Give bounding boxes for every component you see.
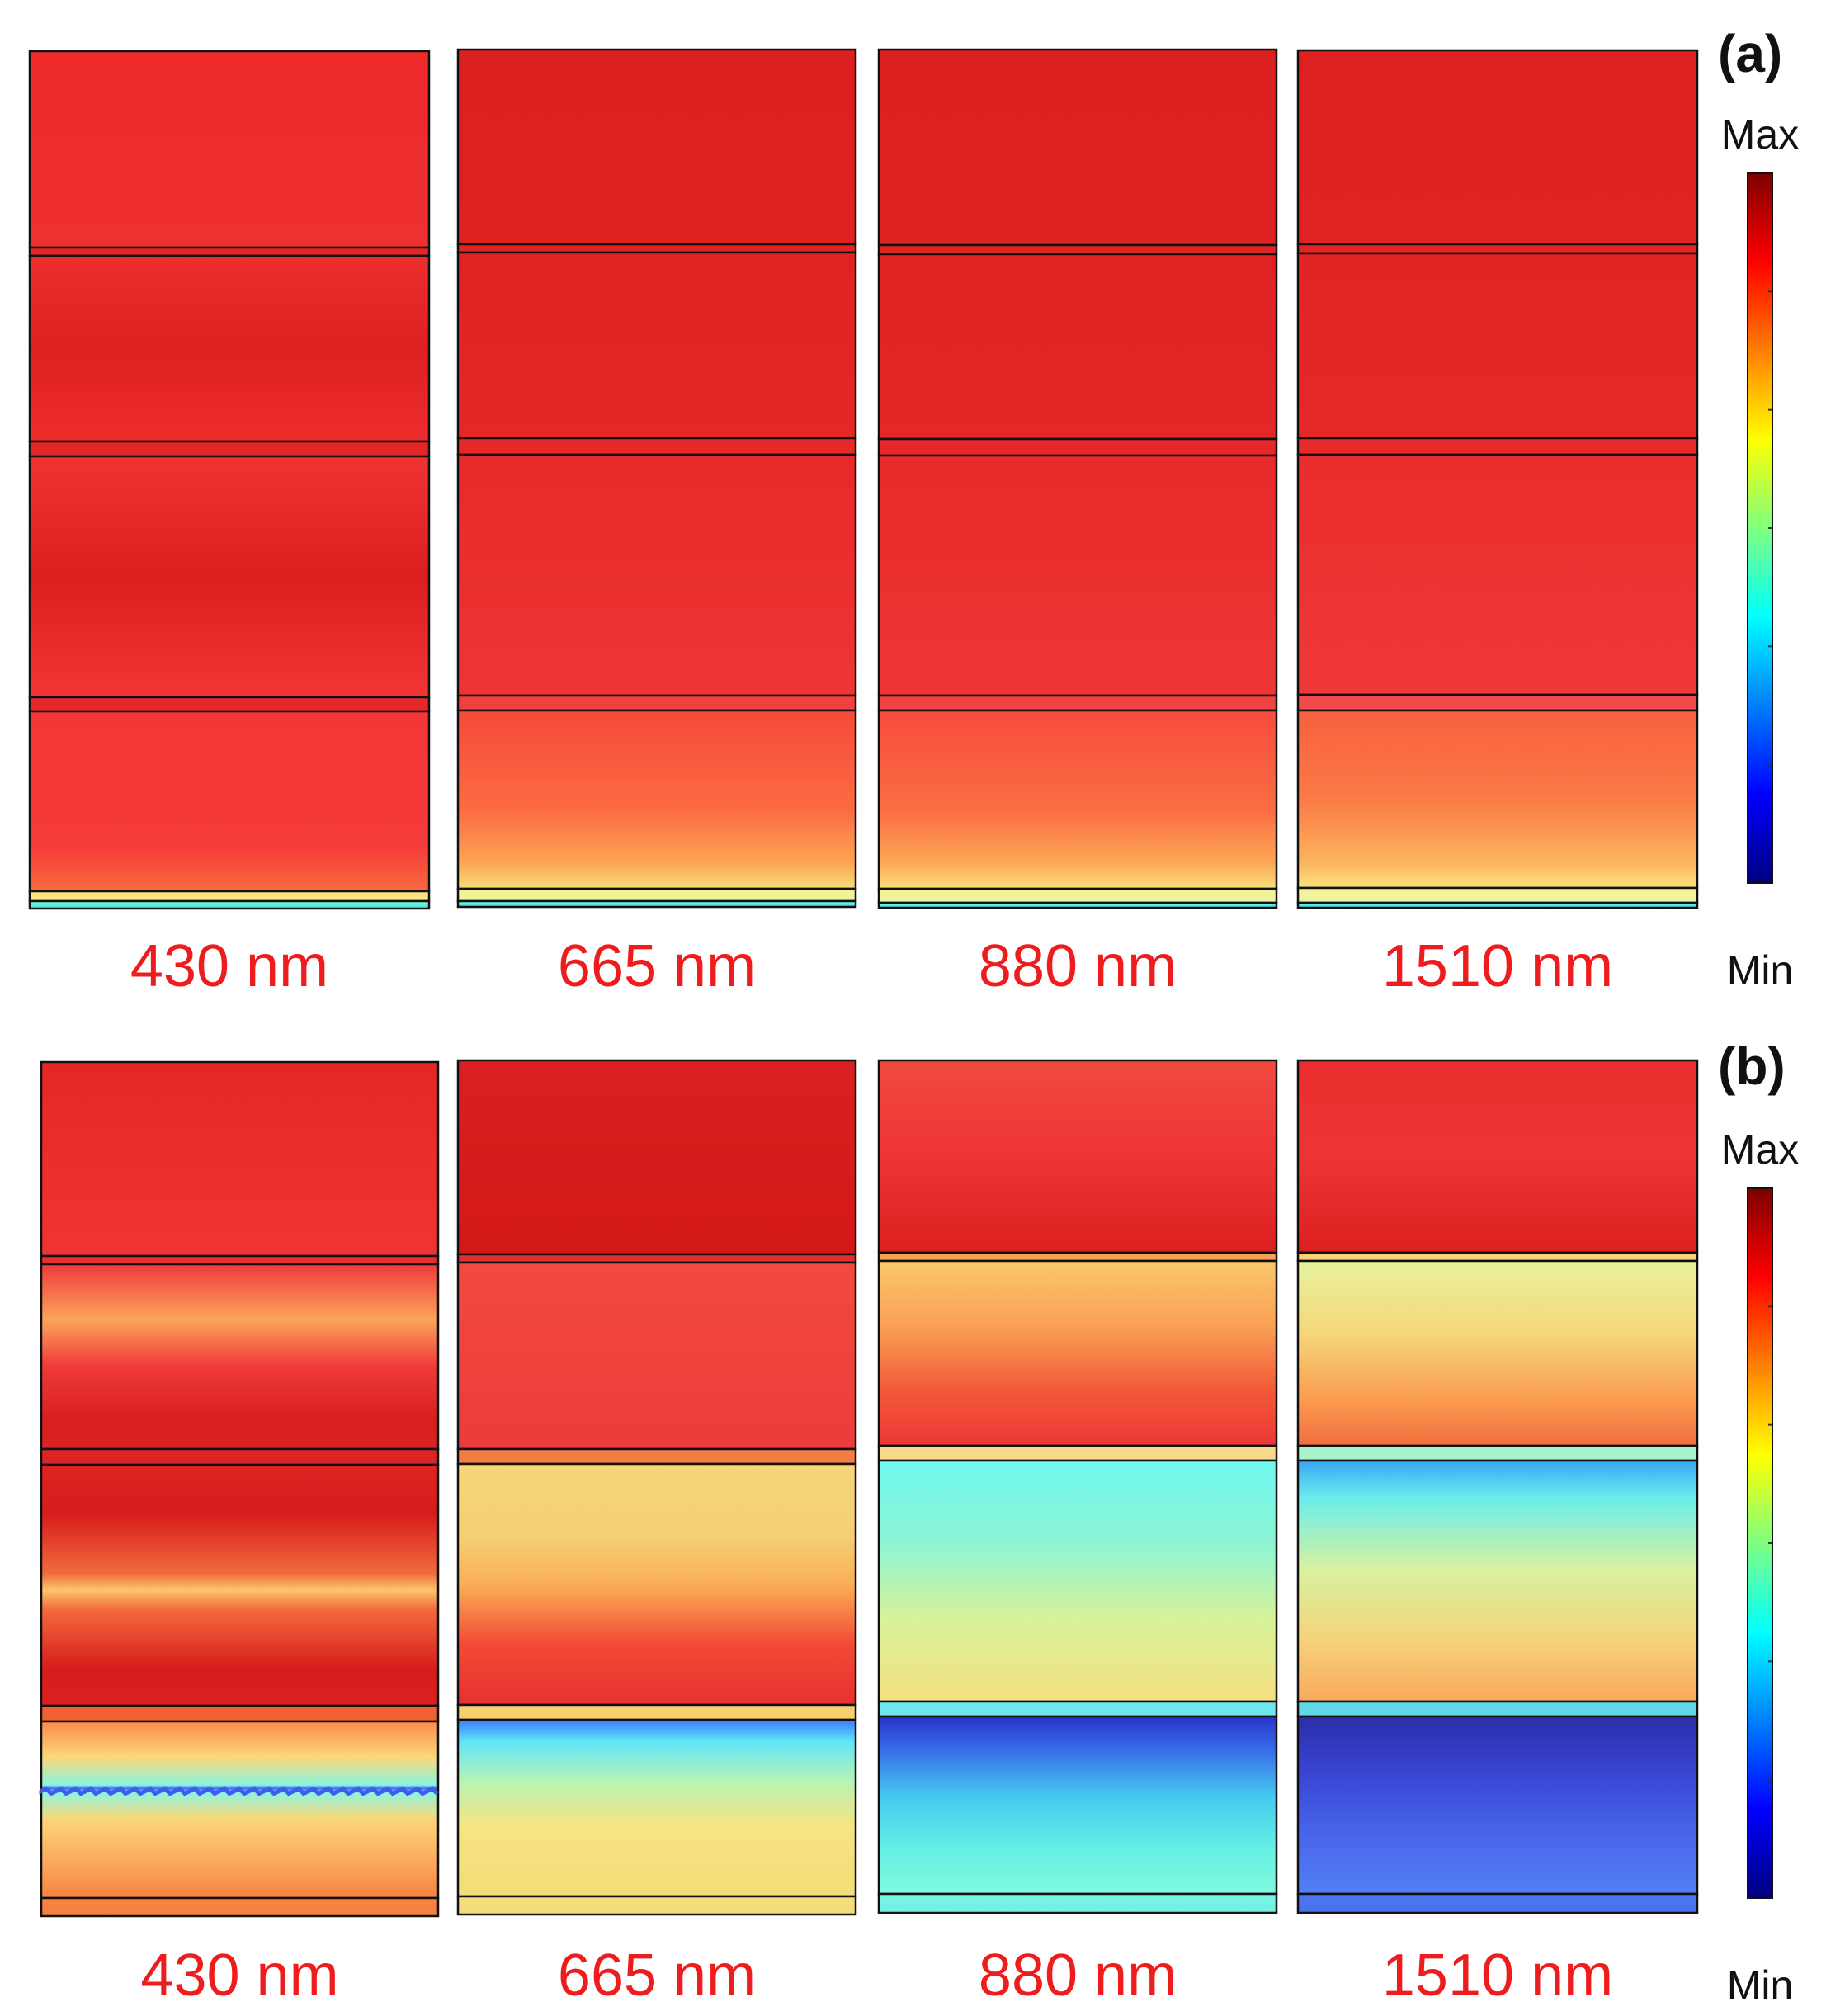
layer-layer-3 [1296,453,1699,696]
panel-a-tag: (a) [1718,24,1783,83]
layer-bottom [877,1892,1278,1914]
layer-layer-4 [456,709,857,890]
layer-thin [1296,886,1699,904]
layer-layer-3 [1296,1459,1699,1703]
colorbar-max-label: Max [1721,111,1799,158]
layer-layer-4 [1296,709,1699,890]
layer-spacer [1296,243,1699,255]
layer-spacer [1296,1251,1699,1263]
layer-layer-2 [40,1263,440,1451]
layer-top [456,1059,857,1256]
layer-bottom [40,1896,440,1918]
layer-layer-3 [877,454,1278,697]
field-column-1 [28,50,431,910]
field-column-3 [877,48,1278,909]
layer-bottom [877,901,1278,909]
panel-b: 430 nm 665 nm 880 nm 1510 nm [39,1059,1699,2009]
field-column-3 [877,1059,1278,1914]
layer-spacer [28,246,431,257]
layer-spacer [877,1444,1278,1462]
colorbar-min-label: Min [1727,947,1794,994]
layer-bottom [456,1895,857,1916]
layer-thin [28,890,431,903]
colorbar: Max Min [1721,111,1799,994]
layer-spacer [456,243,857,254]
layer-spacer [40,1447,440,1466]
layer-layer-4 [877,709,1278,890]
layer-bottom [1296,901,1699,909]
layer-spacer [1296,1444,1699,1462]
layer-top [1296,1059,1699,1254]
layer-top [877,48,1278,247]
field-column-2 [456,48,857,909]
layer-bottom [456,899,857,909]
field-minimum-line [39,1786,439,1796]
wavelength-label: 665 nm [558,933,756,999]
wavelength-label: 430 nm [140,1943,338,2009]
layer-layer-3 [456,1462,857,1707]
layer-spacer [28,440,431,458]
layer-spacer [877,437,1278,457]
layer-spacer [456,1447,857,1466]
layer-layer-2 [877,1259,1278,1447]
layer-thin [456,887,857,903]
field-column-1 [39,1060,440,1918]
layer-spacer [40,1704,440,1723]
layer-spacer [456,1253,857,1264]
wavelength-label: 1510 nm [1382,933,1613,999]
wavelength-label: 880 nm [979,1943,1177,2009]
layer-layer-2 [1296,1259,1699,1447]
layer-layer-3 [456,453,857,697]
layer-layer-4 [28,710,431,893]
layer-layer-2 [1296,252,1699,440]
field-column-4 [1296,49,1699,909]
layer-bottom [28,899,431,910]
layer-spacer [877,694,1278,712]
layer-spacer [877,1251,1278,1263]
colorbars: Max Min Max Min [1721,111,1799,2009]
layer-spacer [877,243,1278,256]
layer-spacer [1296,693,1699,712]
layer-layer-3 [40,1463,440,1707]
layer-layer-3 [28,455,431,699]
layer-top [1296,49,1699,246]
wavelength-label: 1510 nm [1382,1943,1613,2009]
colorbar-max-label: Max [1721,1126,1799,1173]
layer-spacer [40,1254,440,1266]
layer-spacer [28,696,431,713]
layer-top [28,50,431,249]
panel-a: 430 nm 665 nm 880 nm 1510 nm [28,48,1699,999]
layer-spacer [877,1700,1278,1718]
layer-spacer [456,694,857,712]
layer-top [40,1060,440,1258]
wavelength-label: 880 nm [979,933,1177,999]
layer-top [456,48,857,246]
layer-spacer [456,437,857,456]
layer-layer-3 [877,1459,1278,1703]
layer-layer-4 [40,1720,440,1900]
layer-layer-4 [1296,1715,1699,1896]
colorbar-min-label: Min [1727,1962,1794,2009]
layer-thin [877,887,1278,904]
layer-layer-4 [877,1715,1278,1896]
layer-layer-2 [456,251,857,440]
field-column-4 [1296,1059,1699,1914]
layer-spacer [1296,437,1699,456]
layer-layer-2 [456,1261,857,1451]
layer-bottom [1296,1892,1699,1914]
field-column-2 [456,1059,857,1916]
wavelength-label: 665 nm [558,1943,756,2009]
layer-spacer [456,1703,857,1721]
layer-layer-4 [456,1718,857,1898]
layer-layer-2 [877,253,1278,441]
layer-spacer [1296,1700,1699,1718]
layer-top [877,1059,1278,1254]
colorbar: Max Min [1721,1126,1799,2009]
wavelength-label: 430 nm [130,933,328,999]
layer-layer-2 [28,254,431,443]
panel-b-tag: (b) [1718,1036,1786,1096]
